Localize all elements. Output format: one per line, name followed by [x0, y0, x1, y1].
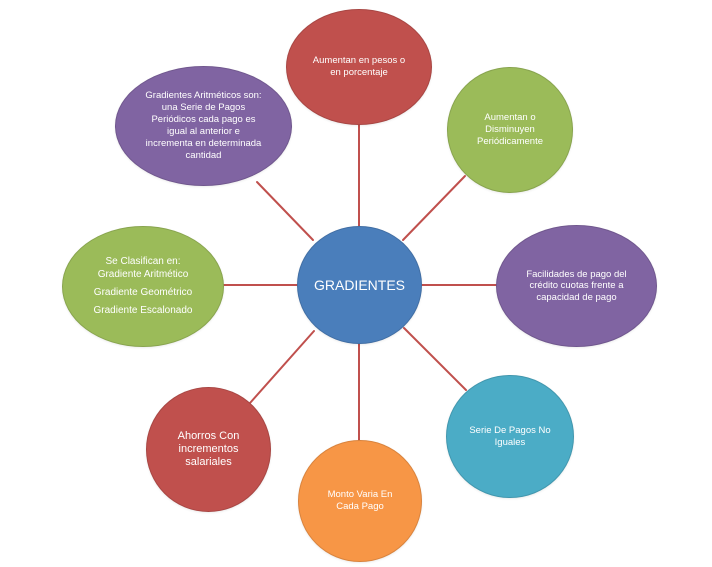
node-text-line: Disminuyen: [485, 124, 535, 135]
node-text-line: Gradiente Aritmético: [97, 269, 189, 280]
node-text-line: Ahorros Con: [177, 430, 240, 442]
node-aumentan-disminuyen: Aumentan o Disminuyen Periódicamente: [447, 67, 573, 193]
node-text-line: Serie De Pagos No: [469, 424, 551, 436]
node-text-line: incrementos: [178, 443, 239, 455]
node-text-line: salariales: [185, 456, 232, 468]
node-text-line: Aumentan o: [484, 112, 536, 123]
node-text-line: igual al anterior e: [167, 126, 240, 137]
node-text-line: incrementa en determinada: [145, 138, 262, 149]
node-serie-pagos: Serie De Pagos No Iguales: [446, 375, 574, 498]
node-text-line: Aumentan en pesos o: [312, 55, 406, 66]
node-text-line: Gradiente Escalonado: [93, 305, 193, 316]
connector-upright: [402, 175, 466, 241]
node-text-line: capacidad de pago: [536, 291, 617, 303]
node-text-line: Facilidades de pago del: [526, 268, 627, 280]
connector-downleft: [249, 330, 315, 404]
node-ahorros: Ahorros Con incrementos salariales: [146, 387, 271, 512]
node-clasificacion: Se Clasifican en: Gradiente Aritmético G…: [62, 226, 224, 347]
node-text-line: Monto Varia En: [327, 489, 393, 500]
node-text-line: una Serie de Pagos: [161, 102, 246, 113]
connector-downright: [403, 327, 467, 391]
node-text-line: Periódicamente: [476, 136, 543, 147]
node-text-line: Periódicos cada pago es: [151, 114, 256, 125]
node-text-line: Cada Pago: [336, 501, 384, 512]
node-text-line: Gradiente Geométrico: [93, 287, 193, 298]
node-text-line: Iguales: [494, 436, 526, 448]
center-node-label: GRADIENTES: [313, 277, 405, 293]
node-text-line: cantidad: [185, 150, 222, 161]
node-text-line: Se Clasifican en:: [105, 256, 181, 267]
node-monto-varia: Monto Varia En Cada Pago: [298, 440, 422, 562]
node-facilidades-pago: Facilidades de pago del crédito cuotas f…: [496, 225, 657, 347]
node-text-line: en porcentaje: [330, 67, 388, 78]
node-text-line: Gradientes Aritméticos son:: [145, 90, 262, 101]
node-text-line: crédito cuotas frente a: [529, 280, 624, 292]
connector-upleft: [256, 181, 314, 241]
node-definicion-aritmeticos: Gradientes Aritméticos son: una Serie de…: [115, 66, 292, 186]
node-aumentan-pesos: Aumentan en pesos o en porcentaje: [286, 9, 432, 125]
center-node-gradientes: GRADIENTES: [297, 226, 422, 344]
